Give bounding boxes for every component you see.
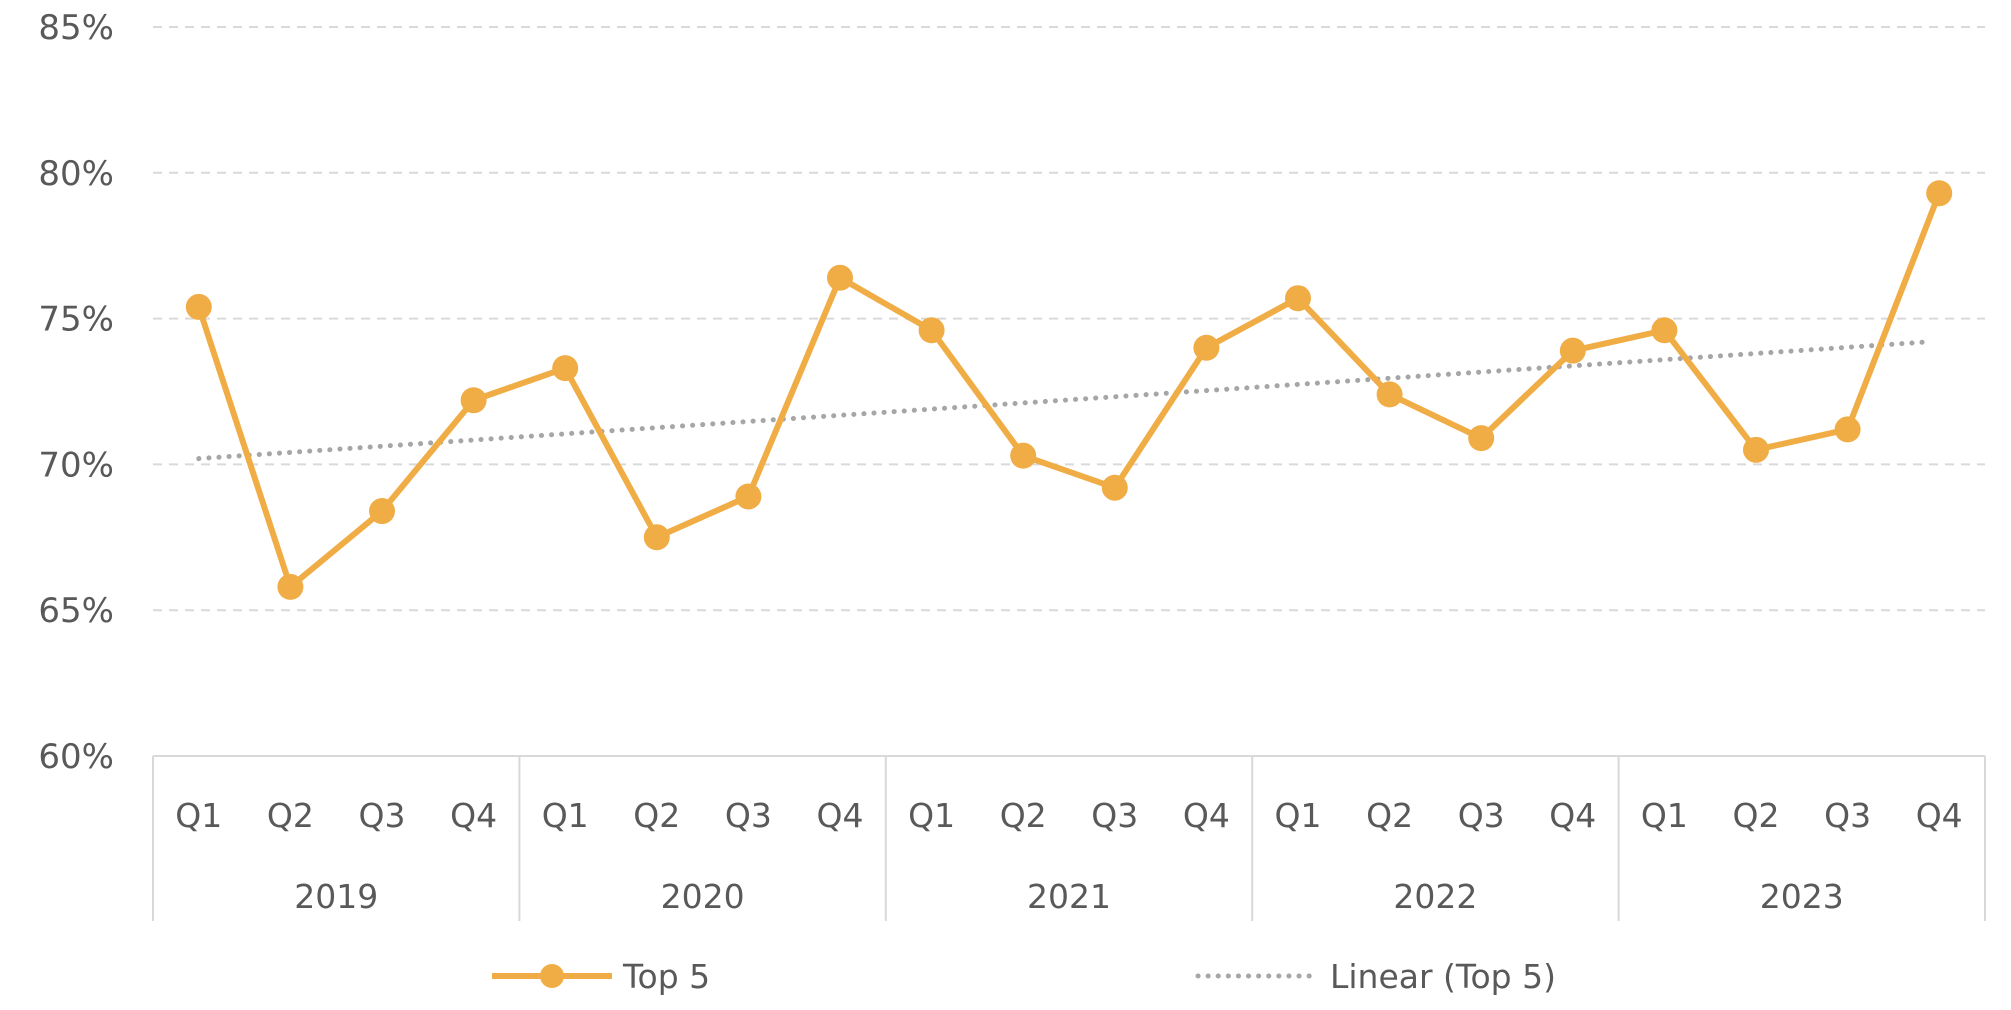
data-point [1834, 416, 1861, 443]
data-point [1743, 436, 1769, 463]
data-point [552, 355, 579, 382]
series-line-top-5 [195, 192, 1942, 590]
x-group-label: 2022 [1393, 877, 1477, 916]
legend: Top 5 Linear (Top 5) [492, 957, 1556, 996]
data-point [460, 387, 487, 414]
data-point [918, 317, 945, 344]
x-tick-label: Q4 [817, 796, 864, 835]
x-tick-label: Q3 [1458, 796, 1505, 835]
x-group-label: 2021 [1027, 877, 1111, 916]
data-point [185, 293, 212, 320]
data-point [1926, 180, 1953, 207]
data-point [1101, 474, 1128, 501]
x-tick-label: Q2 [1000, 796, 1047, 835]
x-group-label: 2020 [661, 877, 745, 916]
data-series [185, 180, 1953, 600]
x-tick-label: Q4 [450, 796, 497, 835]
x-tick-label: Q3 [1824, 796, 1871, 835]
x-tick-label: Q4 [1183, 796, 1230, 835]
legend-marker-top-5 [540, 964, 564, 988]
x-tick-label: Q4 [1916, 796, 1963, 835]
x-tick-label: Q1 [1641, 796, 1688, 835]
data-point [1376, 381, 1403, 408]
data-point [369, 498, 395, 525]
y-tick-label: 65% [38, 591, 114, 631]
y-tick-label: 75% [38, 300, 114, 340]
x-tick-label: Q1 [1275, 796, 1322, 835]
x-tick-label: Q1 [908, 796, 955, 835]
x-tick-label: Q4 [1549, 796, 1596, 835]
data-point [1651, 317, 1678, 344]
x-group-label: 2019 [294, 877, 378, 916]
legend-label-top-5: Top 5 [622, 957, 710, 996]
data-point [1468, 425, 1495, 452]
legend-label-trendline: Linear (Top 5) [1330, 957, 1556, 996]
x-tick-label: Q2 [633, 796, 680, 835]
data-point [277, 573, 304, 600]
data-point [643, 524, 670, 551]
data-point [735, 483, 762, 510]
data-point [1285, 285, 1311, 312]
y-tick-label: 70% [38, 445, 114, 485]
data-point [827, 264, 853, 291]
x-tick-label: Q1 [175, 796, 222, 835]
y-tick-label: 60% [38, 737, 114, 777]
x-axis: Q1 Q2 Q3 Q4 2019 Q1 Q2 Q3 Q4 2020 Q1 Q2 Q3 Q4 2021 Q1 Q2… [152, 755, 1986, 921]
x-tick-label: Q2 [1366, 796, 1413, 835]
x-tick-label: Q2 [1733, 796, 1780, 835]
data-point [1559, 337, 1586, 364]
x-tick-label: Q1 [542, 796, 589, 835]
trendline-series [196, 339, 1930, 462]
y-axis-ticks: 85% 80% 75% 70% 65% 60% [38, 8, 114, 777]
data-point [1010, 442, 1037, 469]
y-tick-label: 85% [38, 8, 114, 48]
x-tick-label: Q3 [1091, 796, 1138, 835]
gridlines [153, 26, 1985, 612]
trendline [196, 339, 1930, 462]
x-tick-label: Q3 [725, 796, 772, 835]
x-group-label: 2023 [1760, 877, 1844, 916]
y-tick-label: 80% [38, 154, 114, 194]
data-point [1193, 334, 1220, 361]
x-tick-label: Q2 [267, 796, 314, 835]
x-tick-label: Q3 [359, 796, 406, 835]
